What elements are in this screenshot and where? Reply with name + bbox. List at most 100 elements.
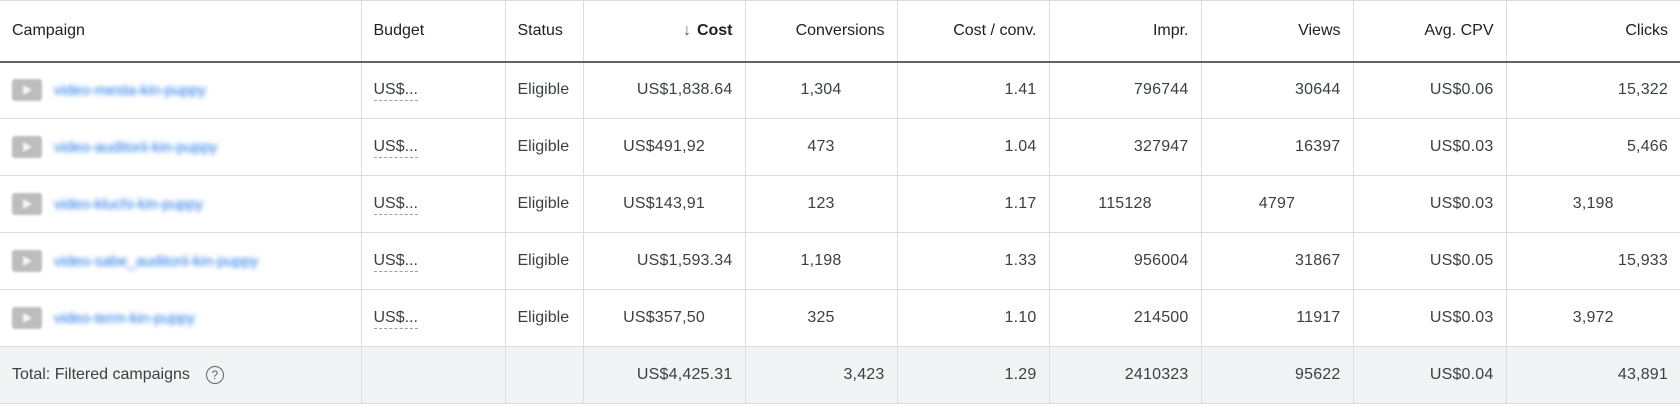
column-header-label: Cost / conv.: [953, 21, 1037, 39]
cost-cell: US$143,91: [583, 175, 746, 233]
budget-value[interactable]: US$...: [373, 81, 418, 102]
avg-cpv-cell: US$0.03: [1353, 118, 1507, 176]
conversions-cell: 1,198: [745, 232, 898, 290]
column-header-budget[interactable]: Budget: [361, 0, 506, 63]
column-header-cost-per-conv[interactable]: Cost / conv.: [897, 0, 1050, 63]
clicks-cell: 15,322: [1506, 61, 1680, 119]
status-cell: Eligible: [505, 175, 584, 233]
budget-value[interactable]: US$...: [373, 195, 418, 215]
status-cell: Eligible: [505, 289, 584, 347]
table-row: video-auditorii-kin-puppy US$... Eligibl…: [0, 118, 1680, 176]
views-cell: 11917: [1201, 289, 1354, 347]
total-cost-cell: US$4,425.31: [583, 346, 746, 404]
header-row: Campaign Budget Status ↓ Cost Conversions…: [0, 0, 1680, 63]
campaign-cell: video-sabe_auditorii-kin-puppy: [0, 232, 362, 290]
budget-cell: US$...: [361, 61, 506, 119]
status-cell: Eligible: [505, 118, 584, 176]
column-header-label: Clicks: [1625, 21, 1668, 39]
clicks-cell: 3,198: [1506, 175, 1680, 233]
campaign-name-link[interactable]: video-mesta-kin-puppy: [54, 81, 206, 99]
column-header-campaign[interactable]: Campaign: [0, 0, 362, 63]
campaign-name-link[interactable]: video-term-kin-puppy: [54, 309, 195, 327]
budget-cell: US$...: [361, 232, 506, 290]
help-circle-icon[interactable]: ?: [205, 365, 224, 384]
total-budget-cell: [361, 346, 506, 404]
avg-cpv-cell: US$0.05: [1353, 232, 1507, 290]
cost-cell: US$357,50: [583, 289, 746, 347]
total-avg-cpv-cell: US$0.04: [1353, 346, 1507, 404]
column-header-impressions[interactable]: Impr.: [1049, 0, 1202, 63]
conversions-cell: 1,304: [745, 61, 898, 119]
total-label-cell: Total: Filtered campaigns?: [0, 346, 362, 404]
budget-value[interactable]: US$...: [373, 252, 418, 272]
cost-per-conv-cell: 1.04: [897, 118, 1050, 176]
total-views-cell: 95622: [1201, 346, 1354, 404]
cost-per-conv-cell: 1.10: [897, 289, 1050, 347]
cost-cell: US$1,838.64: [583, 61, 746, 119]
video-campaign-icon: [12, 250, 42, 272]
table-row: video-mesta-kin-puppy US$... Eligible US…: [0, 61, 1680, 119]
column-header-status[interactable]: Status: [505, 0, 584, 63]
column-header-avg-cpv[interactable]: Avg. CPV: [1353, 0, 1507, 63]
column-header-label: Views: [1298, 21, 1341, 39]
conversions-cell: 123: [745, 175, 898, 233]
column-header-label: Status: [517, 21, 563, 39]
cost-cell: US$1,593.34: [583, 232, 746, 290]
campaign-cell: video-kluchi-kin-puppy: [0, 175, 362, 233]
campaign-name-link[interactable]: video-sabe_auditorii-kin-puppy: [54, 252, 259, 270]
video-campaign-icon: [12, 193, 42, 215]
campaign-cell: video-term-kin-puppy: [0, 289, 362, 347]
total-conversions-cell: 3,423: [745, 346, 898, 404]
total-clicks-cell: 43,891: [1506, 346, 1680, 404]
total-cost-per-conv-cell: 1.29: [897, 346, 1050, 404]
video-campaign-icon: [12, 79, 42, 102]
video-campaign-icon: [12, 136, 42, 158]
column-header-views[interactable]: Views: [1201, 0, 1354, 63]
campaign-name-link[interactable]: video-kluchi-kin-puppy: [54, 195, 204, 213]
views-cell: 16397: [1201, 118, 1354, 176]
views-cell: 4797: [1201, 175, 1354, 233]
impressions-cell: 796744: [1049, 61, 1202, 119]
cost-per-conv-cell: 1.41: [897, 61, 1050, 119]
avg-cpv-cell: US$0.03: [1353, 175, 1507, 233]
budget-value[interactable]: US$...: [373, 138, 418, 158]
cost-per-conv-cell: 1.33: [897, 232, 1050, 290]
column-header-label: Budget: [373, 21, 425, 39]
budget-value[interactable]: US$...: [373, 309, 418, 329]
clicks-cell: 3,972: [1506, 289, 1680, 347]
column-header-label: Cost: [696, 21, 733, 39]
campaign-name-link[interactable]: video-auditorii-kin-puppy: [54, 138, 218, 156]
total-impressions-cell: 2410323: [1049, 346, 1202, 404]
arrow-down-icon: ↓: [682, 21, 691, 39]
impressions-cell: 115128: [1049, 175, 1202, 233]
clicks-cell: 5,466: [1506, 118, 1680, 176]
column-header-conversions[interactable]: Conversions: [745, 0, 898, 63]
views-cell: 30644: [1201, 61, 1354, 119]
column-header-clicks[interactable]: Clicks: [1506, 0, 1680, 63]
impressions-cell: 956004: [1049, 232, 1202, 290]
conversions-cell: 473: [745, 118, 898, 176]
column-header-cost[interactable]: ↓ Cost: [583, 0, 746, 63]
views-cell: 31867: [1201, 232, 1354, 290]
column-header-label: Avg. CPV: [1424, 21, 1494, 39]
campaign-cell: video-auditorii-kin-puppy: [0, 118, 362, 176]
budget-cell: US$...: [361, 289, 506, 347]
total-row: Total: Filtered campaigns? US$4,425.31 3…: [0, 346, 1680, 404]
campaign-cell: video-mesta-kin-puppy: [0, 61, 362, 119]
table-row: video-sabe_auditorii-kin-puppy US$... El…: [0, 232, 1680, 290]
column-header-label: Conversions: [795, 21, 885, 39]
avg-cpv-cell: US$0.03: [1353, 289, 1507, 347]
conversions-cell: 325: [745, 289, 898, 347]
table-row: video-term-kin-puppy US$... Eligible US$…: [0, 289, 1680, 347]
cost-cell: US$491,92: [583, 118, 746, 176]
clicks-cell: 15,933: [1506, 232, 1680, 290]
impressions-cell: 214500: [1049, 289, 1202, 347]
budget-cell: US$...: [361, 118, 506, 176]
total-label: Total: Filtered campaigns: [12, 366, 190, 384]
avg-cpv-cell: US$0.06: [1353, 61, 1507, 119]
total-status-cell: [505, 346, 584, 404]
column-header-label: Campaign: [12, 21, 85, 39]
cost-per-conv-cell: 1.17: [897, 175, 1050, 233]
